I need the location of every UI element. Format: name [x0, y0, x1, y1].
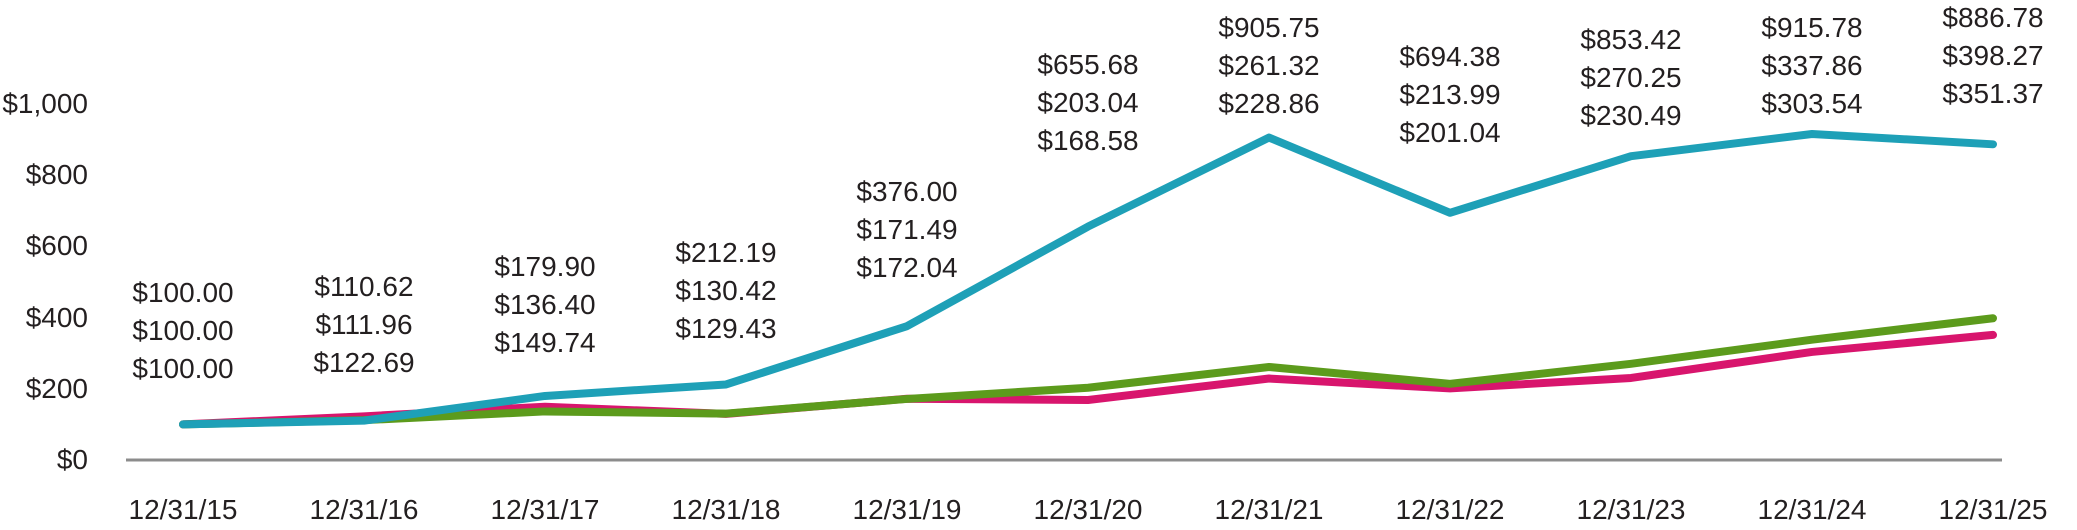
data-label-block: $376.00 $171.49 $172.04 [812, 173, 1002, 287]
data-label: $398.27 [1942, 40, 2044, 71]
data-label: $905.75 [1218, 12, 1320, 43]
data-label: $111.96 [315, 309, 413, 340]
data-label-block: $655.68 $203.04 $168.58 [993, 46, 1183, 160]
teal-series-line [179, 129, 1997, 429]
data-label-block: $179.90 $136.40 $149.74 [450, 248, 640, 362]
x-axis-tick-label: 12/31/15 [128, 494, 238, 525]
data-label: $110.62 [314, 271, 414, 302]
data-label-block: $694.38 $213.99 $201.04 [1355, 38, 1545, 152]
data-label: $129.43 [675, 313, 777, 344]
data-label-block: $100.00 $100.00 $100.00 [88, 274, 278, 388]
data-label: $694.38 [1399, 41, 1501, 72]
data-label: $213.99 [1399, 79, 1501, 110]
data-label: $886.78 [1942, 2, 2044, 33]
data-label: $201.04 [1399, 117, 1501, 148]
green-series-line [179, 314, 1997, 429]
data-label-block: $886.78 $398.27 $351.37 [1898, 0, 2077, 113]
data-label: $130.42 [675, 275, 777, 306]
data-label: $203.04 [1037, 87, 1139, 118]
y-axis-tick-label: $1,000 [2, 88, 88, 119]
data-label: $100.00 [132, 353, 234, 384]
x-axis-tick-label: 12/31/20 [1033, 494, 1143, 525]
x-axis-tick-label: 12/31/24 [1757, 494, 1867, 525]
data-label: $100.00 [132, 277, 234, 308]
series-lines [179, 129, 1997, 429]
x-axis-tick-label: 12/31/22 [1395, 494, 1505, 525]
data-label: $171.49 [856, 214, 958, 245]
data-label: $655.68 [1037, 49, 1139, 80]
data-label: $337.86 [1761, 50, 1863, 81]
data-label: $853.42 [1580, 24, 1682, 55]
data-label-block: $853.42 $270.25 $230.49 [1536, 21, 1726, 135]
data-label: $228.86 [1218, 88, 1320, 119]
data-label: $230.49 [1580, 100, 1682, 131]
x-axis-tick-label: 12/31/16 [309, 494, 419, 525]
data-label: $351.37 [1942, 78, 2044, 109]
x-axis-tick-label: 12/31/17 [490, 494, 600, 525]
data-label: $122.69 [313, 347, 415, 378]
data-label: $100.00 [132, 315, 234, 346]
data-label: $212.19 [675, 237, 777, 268]
data-label: $172.04 [856, 252, 958, 283]
pink-series-line [179, 330, 1997, 429]
data-label: $270.25 [1580, 62, 1682, 93]
data-label: $915.78 [1761, 12, 1863, 43]
y-axis-tick-label: $600 [25, 230, 88, 262]
data-label: $149.74 [494, 327, 596, 358]
data-label: $261.32 [1218, 50, 1320, 81]
x-axis-tick-label: 12/31/23 [1576, 494, 1686, 525]
data-label: $376.00 [856, 176, 958, 207]
data-label-block: $915.78 $337.86 $303.54 [1717, 9, 1907, 123]
y-axis-tick-label: $400 [25, 301, 88, 333]
data-label: $136.40 [494, 289, 596, 320]
x-axis-tick-label: 12/31/19 [852, 494, 962, 525]
x-axis-tick-label: 12/31/18 [671, 494, 781, 525]
y-axis-tick-label: $200 [25, 372, 88, 404]
data-label: $303.54 [1761, 88, 1863, 119]
y-axis-tick-label: $800 [25, 159, 88, 191]
data-label: $168.58 [1037, 125, 1139, 156]
x-axis-tick-label: 12/31/25 [1938, 494, 2048, 525]
data-label: $179.90 [494, 251, 596, 282]
y-axis-tick-label: $0 [56, 444, 88, 475]
data-label-block: $212.19 $130.42 $129.43 [631, 234, 821, 348]
x-axis-tick-label: 12/31/21 [1214, 494, 1324, 525]
data-label-block: $905.75 $261.32 $228.86 [1174, 9, 1364, 123]
data-label-block: $110.62 $111.96 $122.69 [269, 268, 459, 382]
